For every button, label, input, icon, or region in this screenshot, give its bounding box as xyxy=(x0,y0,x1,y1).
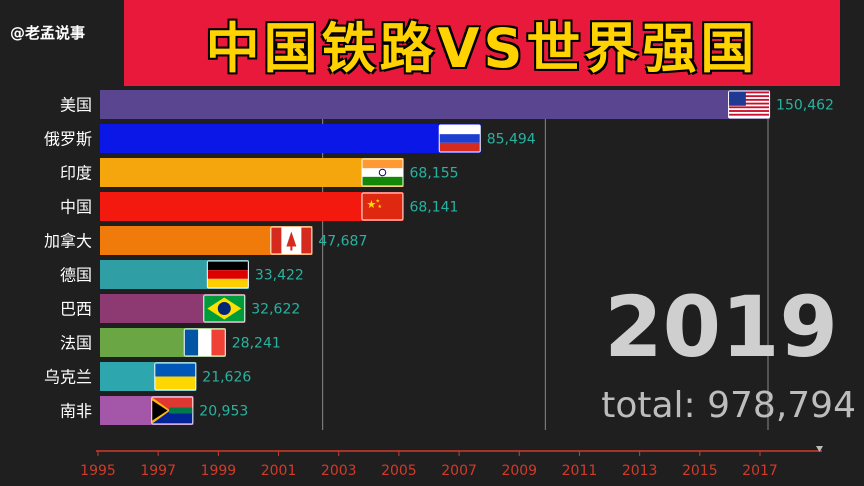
value-label: 85,494 xyxy=(487,132,536,148)
x-tick-label: 2007 xyxy=(441,463,477,479)
category-label: 南非 xyxy=(60,402,92,421)
value-label: 32,622 xyxy=(251,302,300,318)
x-tick-label: 1999 xyxy=(201,463,237,479)
x-tick-label: 2003 xyxy=(321,463,357,479)
value-label: 68,141 xyxy=(409,200,458,216)
svg-text:★: ★ xyxy=(366,198,376,211)
category-label: 法国 xyxy=(60,334,92,353)
x-tick-label: 2011 xyxy=(562,463,598,479)
x-tick-label: 2013 xyxy=(622,463,658,479)
germany-flag-icon xyxy=(206,260,249,289)
category-label: 巴西 xyxy=(60,300,92,319)
svg-text:★: ★ xyxy=(375,199,380,205)
x-tick-label: 1997 xyxy=(140,463,176,479)
axis-end-marker xyxy=(816,446,823,452)
x-tick-label: 2001 xyxy=(261,463,297,479)
ukraine-flag-icon xyxy=(154,362,197,391)
total-label: total: 978,794 xyxy=(601,385,856,426)
category-label: 加拿大 xyxy=(44,232,92,251)
category-label: 印度 xyxy=(60,164,92,183)
value-label: 21,626 xyxy=(202,370,251,386)
india-flag-icon xyxy=(361,158,404,187)
category-label: 美国 xyxy=(60,96,92,115)
year-label: 2019 xyxy=(604,278,838,376)
category-label: 中国 xyxy=(60,198,92,217)
x-tick-label: 2017 xyxy=(742,463,778,479)
category-label: 俄罗斯 xyxy=(44,130,92,149)
x-tick-label: 2009 xyxy=(501,463,537,479)
x-tick-label: 2015 xyxy=(682,463,718,479)
value-label: 150,462 xyxy=(776,98,834,114)
brazil-flag-icon xyxy=(203,294,246,323)
us-flag-icon xyxy=(728,90,771,119)
value-label: 20,953 xyxy=(199,404,248,420)
category-label: 德国 xyxy=(60,266,92,285)
france-flag-icon xyxy=(183,328,226,357)
category-label: 乌克兰 xyxy=(44,368,92,387)
bar xyxy=(100,192,404,221)
bar xyxy=(100,124,481,153)
value-label: 33,422 xyxy=(255,268,304,284)
bar xyxy=(100,90,771,119)
value-label: 47,687 xyxy=(318,234,367,250)
bar xyxy=(100,158,404,187)
x-tick-label: 1995 xyxy=(80,463,116,479)
china-flag-icon: ★ ★★ xyxy=(361,192,404,221)
x-tick-label: 2005 xyxy=(381,463,417,479)
chart-title: 中国铁路VS世界强国 xyxy=(205,16,759,80)
svg-text:★: ★ xyxy=(377,204,382,210)
russia-flag-icon xyxy=(438,124,481,153)
canada-flag-icon xyxy=(270,226,313,255)
south-africa-flag-icon xyxy=(151,396,194,425)
title-banner: 中国铁路VS世界强国 xyxy=(124,0,840,86)
value-label: 68,155 xyxy=(410,166,459,182)
value-label: 28,241 xyxy=(232,336,281,352)
author-handle: @老孟说事 xyxy=(10,24,86,42)
